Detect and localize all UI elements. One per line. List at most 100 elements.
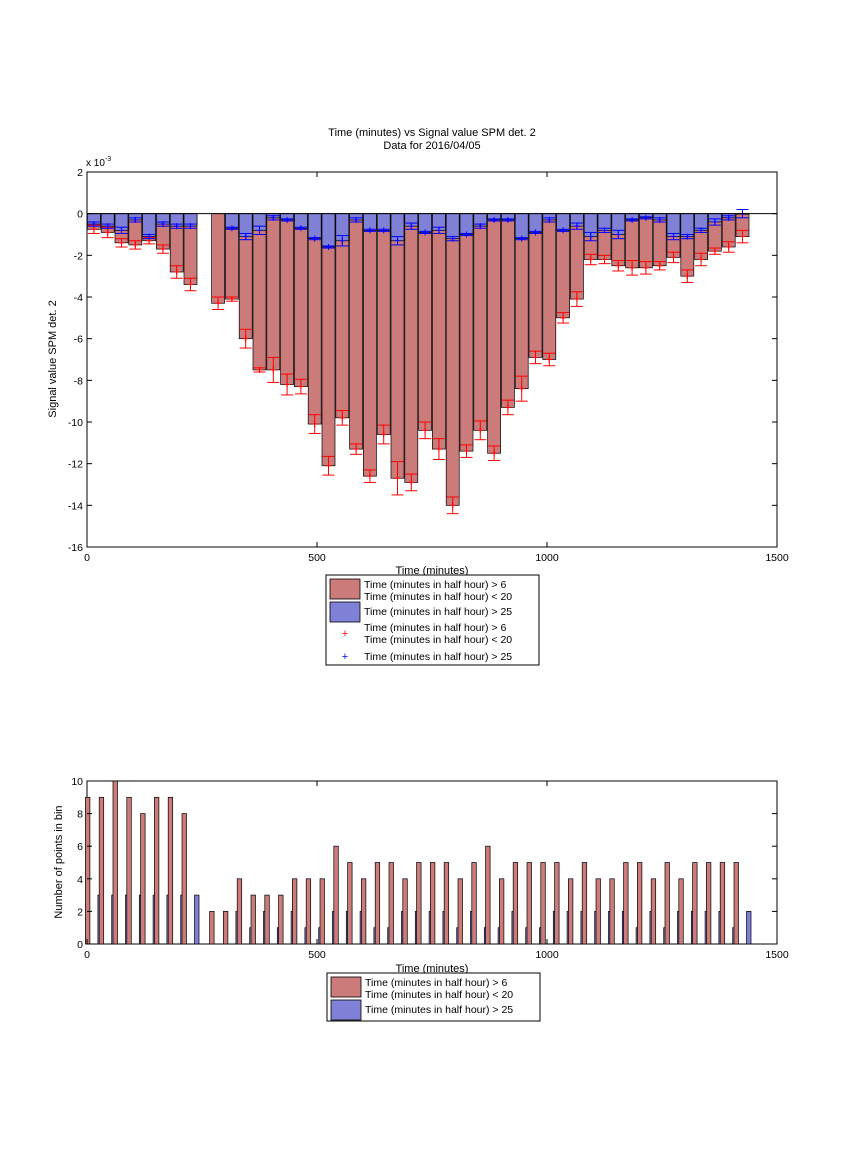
top-y-tick-label: -12 <box>68 459 83 471</box>
red-bar <box>445 213 460 506</box>
blue-errorbar <box>308 235 321 242</box>
red-errorbar <box>722 241 735 253</box>
bottom-chart-axes: 10 8 6 4 2 00 500 1000 1500 <box>71 776 789 961</box>
blue-bar <box>445 213 460 240</box>
bottom-legend: Time (minutes in half hour) > 6 Time (mi… <box>326 972 541 1022</box>
count-red-bar <box>623 862 629 945</box>
legend-blue-bar-swatch <box>329 601 361 623</box>
blue-errorbar <box>639 214 652 221</box>
bottom-y-tick-label: 10 <box>71 776 83 788</box>
blue-errorbar <box>391 236 404 246</box>
blue-errorbar <box>488 216 501 223</box>
blue-errorbar <box>584 231 597 242</box>
legend2-blue-bar-label: Time (minutes in half hour) > 25 <box>365 1004 513 1016</box>
blue-errorbar <box>129 216 142 223</box>
red-errorbar <box>281 373 294 396</box>
red-errorbar <box>557 312 570 324</box>
count-red-bar <box>264 894 270 945</box>
red-errorbar <box>626 260 639 276</box>
red-errorbar <box>474 420 487 441</box>
count-red-bar <box>98 796 105 945</box>
top-x-tick-label: 1000 <box>535 552 559 564</box>
top-y-tick-label: -14 <box>68 500 83 512</box>
bottom-y-tick-label: 6 <box>77 841 83 853</box>
red-errorbar <box>446 496 459 515</box>
bottom-y-tick-label: 2 <box>77 906 83 918</box>
red-bar <box>473 213 488 431</box>
red-errorbar <box>336 410 349 426</box>
red-bar <box>418 213 432 431</box>
count-red-bar <box>471 862 477 945</box>
count-red-bar <box>609 878 615 945</box>
count-red-bar <box>278 894 284 945</box>
red-errorbar <box>239 328 252 349</box>
red-errorbar <box>736 229 749 244</box>
blue-errorbar <box>515 235 528 242</box>
red-errorbar <box>584 253 597 266</box>
blue-errorbar <box>598 227 611 234</box>
red-errorbar <box>156 244 169 254</box>
top-legend: Time (minutes in half hour) > 6 Time (mi… <box>325 574 540 666</box>
count-red-bar <box>678 878 684 945</box>
blue-errorbar <box>239 232 252 241</box>
legend2-red-bar-label-1: Time (minutes in half hour) > 6 <box>365 977 507 989</box>
count-red-bar <box>485 845 491 945</box>
top-y-tick-label: -2 <box>74 250 83 262</box>
red-bar <box>252 213 267 371</box>
legend-blue-bar-label: Time (minutes in half hour) > 25 <box>364 606 512 618</box>
count-red-bar <box>443 862 450 945</box>
red-errorbar <box>363 469 376 483</box>
red-bar <box>211 213 225 304</box>
red-errorbar <box>653 261 666 271</box>
chart-subtitle: Data for 2016/04/05 <box>383 140 480 152</box>
red-errorbar <box>543 352 556 367</box>
red-errorbar <box>529 350 542 365</box>
blue-errorbar <box>115 226 128 234</box>
blue-errorbar <box>708 218 721 226</box>
blue-errorbar <box>363 227 376 234</box>
red-bar <box>487 213 501 454</box>
count-red-bar <box>374 862 381 945</box>
red-bar <box>349 213 363 450</box>
blue-errorbar <box>225 225 238 232</box>
count-red-bar <box>664 862 670 945</box>
red-errorbar <box>267 356 280 383</box>
bottom-y-tick-label: 8 <box>77 809 83 821</box>
legend-red-bar-label-1: Time (minutes in half hour) > 6 <box>364 579 506 591</box>
legend-red-plus-label-1: Time (minutes in half hour) > 6 <box>364 622 506 634</box>
top-chart: 20-2-4-6-8-10-12-14-160 500 1000 1500 x 10-… <box>47 156 789 577</box>
blue-errorbar <box>267 214 280 221</box>
count-red-bar <box>112 780 118 945</box>
count-red-bar <box>512 862 519 945</box>
bottom-chart-marks <box>85 780 752 945</box>
count-red-bar <box>85 796 91 945</box>
count-red-bar <box>167 796 174 945</box>
count-red-bar <box>292 878 298 945</box>
red-errorbar <box>294 378 307 395</box>
chart-title: Time (minutes) vs Signal value SPM det. … <box>328 127 535 139</box>
top-y-exponent: x 10-3 <box>86 156 111 169</box>
top-x-axis-label: Time (minutes) <box>396 565 469 577</box>
red-errorbar <box>115 238 128 248</box>
blue-errorbar <box>557 227 570 234</box>
blue-errorbar <box>460 231 473 238</box>
top-y-tick-label: -10 <box>68 417 83 429</box>
blue-errorbar <box>322 244 335 250</box>
top-x-tick-label: 500 <box>308 552 326 564</box>
red-errorbar <box>667 251 680 264</box>
bottom-legend-box <box>326 972 541 1022</box>
blue-errorbar <box>667 232 680 241</box>
bottom-chart: 10 8 6 4 2 00 500 1000 1500 Time (minutes) Numbe… <box>53 776 789 975</box>
red-errorbar <box>129 240 142 250</box>
blue-errorbar <box>653 216 666 223</box>
blue-errorbar <box>156 221 169 228</box>
legend-red-bar-label-2: Time (minutes in half hour) < 20 <box>364 591 512 603</box>
count-red-bar <box>388 862 394 945</box>
count-red-bar <box>416 862 422 945</box>
count-red-bar <box>347 862 353 945</box>
blue-errorbar <box>143 233 156 240</box>
legend2-blue-bar-swatch <box>330 999 362 1021</box>
blue-errorbar <box>612 229 625 240</box>
red-errorbar <box>225 296 238 303</box>
blue-errorbar <box>87 221 100 228</box>
